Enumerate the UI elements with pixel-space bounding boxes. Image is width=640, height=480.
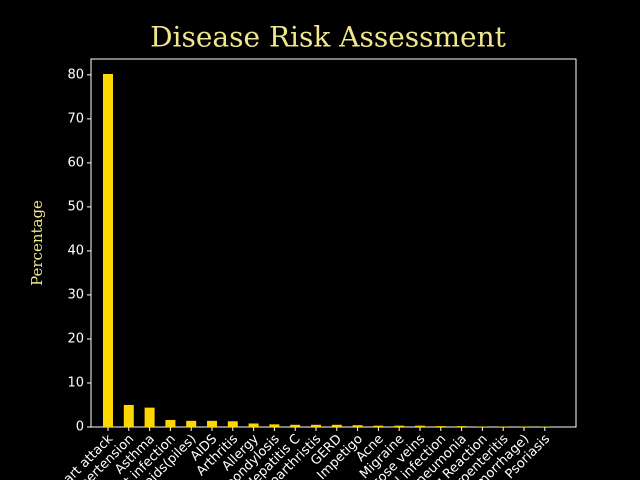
bar: [248, 423, 259, 427]
bar: [207, 420, 217, 427]
y-axis-label: Percentage: [28, 200, 46, 286]
y-tick-label: 50: [67, 199, 84, 214]
bar: [123, 404, 134, 427]
bar: [352, 425, 363, 427]
y-tick-label: 0: [76, 420, 84, 435]
bar: [415, 425, 425, 427]
bar: [331, 424, 342, 427]
bar: [456, 426, 467, 427]
y-tick-label: 60: [67, 155, 84, 170]
y-tick-label: 40: [67, 243, 84, 258]
y-tick-label: 30: [67, 287, 84, 302]
y-tick-label: 80: [67, 67, 84, 82]
y-tick-label: 20: [67, 331, 84, 346]
bar: [269, 424, 280, 427]
bar: [186, 420, 197, 427]
bar: [373, 425, 384, 427]
bar: [394, 425, 405, 427]
y-tick-label: 10: [67, 375, 84, 390]
y-tick-label: 70: [67, 111, 84, 126]
bar: [290, 424, 301, 427]
bar: [227, 421, 238, 427]
bar: [103, 73, 113, 428]
bar: [144, 407, 155, 427]
bar: [165, 419, 176, 427]
chart-title: Disease Risk Assessment: [150, 21, 507, 54]
bar: [311, 424, 321, 427]
bar: [435, 426, 446, 427]
